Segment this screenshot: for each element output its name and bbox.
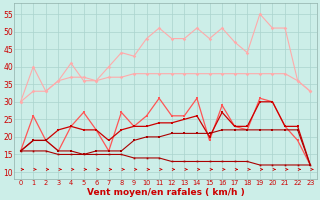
- X-axis label: Vent moyen/en rafales ( km/h ): Vent moyen/en rafales ( km/h ): [86, 188, 244, 197]
